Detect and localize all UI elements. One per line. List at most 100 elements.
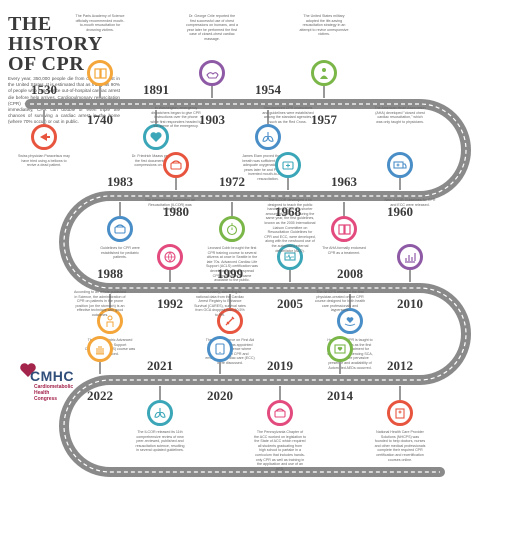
event-description-1960: The American Heart Association (AHA) dev… — [374, 106, 426, 124]
book-icon — [94, 68, 107, 79]
year-label-1963: 1963 — [331, 174, 357, 189]
lungs-icon — [262, 132, 274, 142]
logo-tagline-3: Congress — [34, 396, 58, 402]
year-label-1980: 1980 — [163, 204, 189, 219]
year-label-1999: 1999 — [217, 266, 243, 281]
event-description-1968: Standardized CPR instructions and guidel… — [262, 106, 314, 124]
building-icon — [395, 408, 405, 419]
year-label-2014: 2014 — [327, 388, 353, 403]
event-description-1530: Swiss physician Paracelsus may have trie… — [18, 154, 70, 168]
connector-stem — [231, 202, 233, 216]
connector-stem — [175, 178, 177, 190]
phone-icon — [114, 224, 126, 234]
event-description-1954: James Elam proved that expired breath wa… — [242, 154, 294, 181]
connector-stem — [219, 362, 221, 374]
milestone-node-1992 — [157, 244, 183, 270]
milestone-node-1983 — [107, 216, 133, 242]
milestone-node-1963 — [331, 216, 357, 242]
stopwatch-icon — [226, 223, 238, 236]
connector-stem — [289, 270, 291, 282]
logo-tagline: Cardiometabolic Health Congress — [34, 384, 73, 402]
milestone-node-1999 — [217, 308, 243, 334]
event-description-1983: Guidelines for CPR were established for … — [100, 246, 140, 260]
connector-stem — [99, 86, 101, 98]
event-description-2021: The ILCOR released its 11th comprehensiv… — [135, 430, 185, 453]
year-label-1972: 1972 — [219, 174, 245, 189]
bellows-icon — [40, 133, 50, 141]
syringe-icon — [225, 316, 235, 326]
milestone-node-2021 — [147, 400, 173, 426]
milestone-node-1530 — [31, 124, 57, 150]
hand-icon — [96, 346, 104, 355]
event-description-2010: New ILCOR Guidelines for CPR and ECC wer… — [384, 198, 436, 207]
connector-stem — [99, 362, 101, 374]
milestone-node-2019 — [267, 400, 293, 426]
milestone-node-2022 — [87, 336, 113, 362]
event-description-2020: Unfortunately, according to national dat… — [194, 290, 246, 317]
milestone-node-2008 — [337, 308, 363, 334]
event-description-2019: The Pennsylvania Chapter of the ACC work… — [254, 430, 306, 471]
phone-icon — [274, 408, 286, 418]
connector-stem — [159, 386, 161, 400]
connector-stem — [279, 386, 281, 400]
globe-icon — [164, 251, 176, 263]
logo-tagline-1: Cardiometabolic — [34, 384, 74, 390]
connector-stem — [343, 202, 345, 216]
year-label-2012: 2012 — [387, 358, 413, 373]
heart-monitor-icon — [334, 344, 346, 354]
year-label-1983: 1983 — [107, 174, 133, 189]
event-description-1992: The International Committee on Resuscita… — [144, 198, 196, 212]
milestone-node-1960 — [387, 152, 413, 178]
child-icon — [106, 315, 114, 327]
year-label-2019: 2019 — [267, 358, 293, 373]
connector-stem — [323, 86, 325, 98]
connector-stem — [43, 110, 45, 124]
year-label-1992: 1992 — [157, 296, 183, 311]
event-description-1903: Dr. George Crile reported the first succ… — [186, 14, 238, 41]
event-description-1891: Dr. Friedrich Maass performed the first … — [131, 154, 181, 168]
event-description-2005: The ILCOR developed a kit designed to te… — [264, 198, 316, 253]
year-label-1891: 1891 — [143, 82, 169, 97]
year-label-1740: 1740 — [87, 112, 113, 127]
year-label-1954: 1954 — [255, 82, 281, 97]
heart-icon — [150, 132, 162, 142]
connector-stem — [349, 294, 351, 308]
soldier-icon — [320, 68, 328, 79]
connector-stem — [229, 294, 231, 308]
connector-stem — [155, 110, 157, 124]
page-title: THE HISTORY OF CPR — [8, 14, 103, 74]
year-label-1903: 1903 — [199, 112, 225, 127]
event-description-1957: The United States military adopted the l… — [299, 14, 349, 37]
title-line-2: HISTORY — [8, 33, 103, 55]
milestone-node-2005 — [277, 244, 303, 270]
year-label-2022: 2022 — [87, 388, 113, 403]
connector-stem — [339, 362, 341, 374]
event-description-1980: In Washington, emergency dispatchers beg… — [150, 106, 202, 129]
connector-stem — [399, 386, 401, 400]
connector-stem — [399, 178, 401, 190]
milestone-node-1740 — [87, 60, 113, 86]
title-line-1: THE — [8, 13, 52, 35]
connector-stem — [119, 202, 121, 216]
logo-heart-icon — [20, 363, 36, 377]
milestone-node-1972 — [219, 216, 245, 242]
lungs-icon — [154, 408, 166, 418]
year-label-2005: 2005 — [277, 296, 303, 311]
milestone-node-2012 — [387, 400, 413, 426]
hands-icon — [206, 72, 219, 79]
event-description-2012: National Health Care Provider Solutions … — [374, 430, 426, 462]
event-description-1740: The Paris Academy of Science officially … — [75, 14, 125, 32]
event-description-2022: According to an article published in Sci… — [74, 290, 126, 317]
event-description-1972: Leonard Cobb brought the first CPR train… — [206, 246, 258, 283]
year-label-1530: 1530 — [31, 82, 57, 97]
logo-tagline-2: Health — [34, 390, 50, 396]
milestone-node-2020 — [207, 336, 233, 362]
year-label-2020: 2020 — [207, 388, 233, 403]
cmhc-logo: CMHC Cardiometabolic Health Congress — [18, 360, 88, 410]
chart-icon — [405, 253, 416, 263]
milestone-node-2014 — [327, 336, 353, 362]
connector-stem — [267, 110, 269, 124]
milestone-node-1980 — [163, 152, 189, 178]
event-description-2014: The NHCPS released the first physician-c… — [314, 290, 366, 313]
